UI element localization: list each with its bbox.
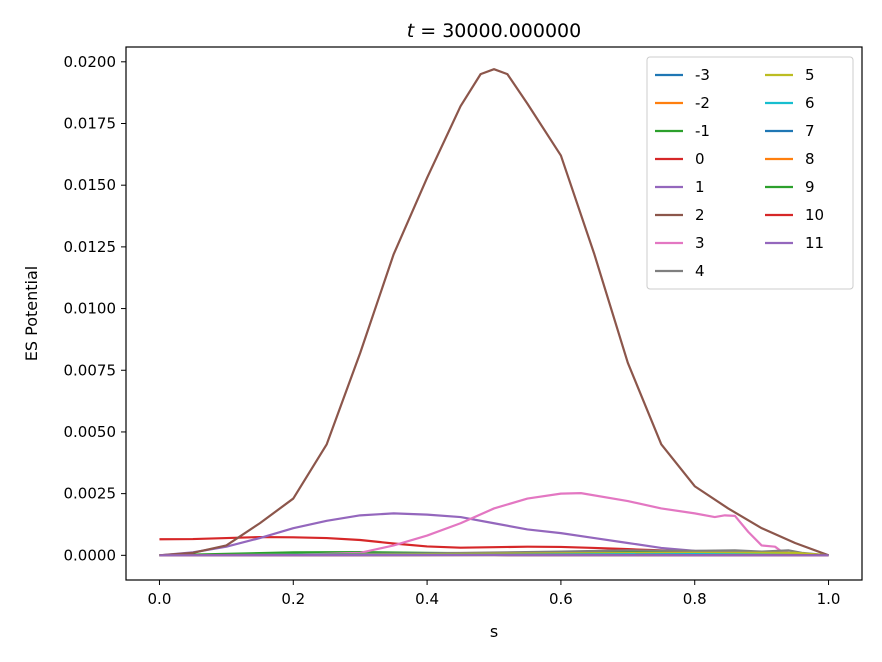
legend-label-1: -2 [695,94,710,112]
y-tick-label: 0.0125 [64,238,117,256]
x-tick-label: 0.6 [549,590,573,608]
chart-title-value: = 30000.000000 [414,20,581,42]
y-tick-label: 0.0100 [64,300,117,318]
legend-label-0: -3 [695,66,710,84]
legend-label-8: 5 [805,66,815,84]
x-tick-label: 1.0 [817,590,841,608]
legend-label-6: 3 [695,234,705,252]
series-line-5 [159,68,829,557]
x-tick-label: 0.4 [415,590,439,608]
series-line-6 [159,492,829,557]
y-tick-label: 0.0200 [64,53,117,71]
series-layer [159,68,829,557]
chart-title-var: t [407,20,416,42]
x-tick-label: 0.2 [281,590,305,608]
legend-box [646,56,854,290]
y-tick-label: 0.0150 [64,176,117,194]
legend-label-5: 2 [695,206,705,224]
legend-label-2: -1 [695,122,710,140]
legend-label-12: 9 [805,178,815,196]
chart-title: t = 30000.000000 [407,20,581,42]
x-tick-label: 0.0 [148,590,172,608]
y-tick-label: 0.0175 [64,114,117,132]
series-line-4 [159,512,829,557]
y-tick-label: 0.0075 [64,361,117,379]
legend-label-4: 1 [695,178,705,196]
x-axis-label: s [490,622,498,641]
legend-label-14: 11 [805,234,824,252]
y-axis: 0.0000 0.0025 0.0050 0.0075 0.0100 0.0125 0.01… [64,53,126,564]
y-tick-label: 0.0000 [64,546,117,564]
legend-label-11: 8 [805,150,815,168]
y-tick-label: 0.0025 [64,485,117,503]
legend-label-3: 0 [695,150,705,168]
plot-frame [125,46,863,581]
legend-label-10: 7 [805,122,815,140]
x-tick-label: 0.8 [683,590,707,608]
y-tick-label: 0.0050 [64,423,117,441]
x-axis: 0.0 0.2 0.4 0.6 0.8 1.0 [148,580,841,608]
legend: -3 -2 -1 0 1 2 3 4 5 6 7 8 9 10 11 [646,56,854,290]
legend-label-9: 6 [805,94,815,112]
legend-label-13: 10 [805,206,824,224]
y-axis-label: ES Potential [22,266,41,361]
legend-label-7: 4 [695,262,705,280]
